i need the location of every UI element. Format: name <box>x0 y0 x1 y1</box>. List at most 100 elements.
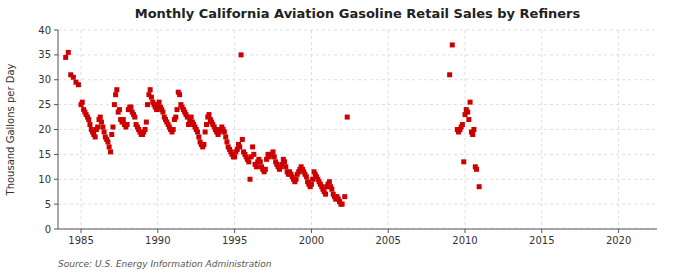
y-tick-label: 40 <box>38 25 51 36</box>
point <box>114 87 119 92</box>
grid-line-x <box>157 30 158 229</box>
point <box>477 184 482 189</box>
point <box>466 117 471 122</box>
grid <box>58 30 657 229</box>
y-tick-label: 35 <box>38 49 51 60</box>
points <box>63 42 481 206</box>
title: Monthly California Aviation Gasoline Ret… <box>135 6 581 21</box>
point <box>160 110 165 115</box>
point <box>471 127 476 132</box>
point <box>148 87 153 92</box>
point <box>95 125 100 130</box>
y-tick <box>54 79 58 80</box>
point <box>175 107 180 112</box>
point <box>224 139 229 144</box>
point <box>447 72 452 77</box>
point <box>177 92 182 97</box>
point <box>99 120 104 125</box>
point <box>112 102 117 107</box>
y-tick <box>54 54 58 55</box>
point <box>465 110 470 115</box>
grid-line-y <box>58 79 657 80</box>
point <box>107 144 112 149</box>
point <box>247 177 252 182</box>
point <box>263 167 268 172</box>
point <box>121 117 126 122</box>
point <box>309 182 314 187</box>
point <box>240 137 245 142</box>
y-tick-label: 20 <box>38 124 51 135</box>
point <box>222 129 227 134</box>
point <box>294 177 299 182</box>
point <box>145 102 150 107</box>
grid-line-y <box>58 179 657 180</box>
y-tick <box>54 30 58 31</box>
point <box>232 154 237 159</box>
point <box>196 134 201 139</box>
grid-line-x <box>465 30 466 229</box>
point <box>132 115 137 120</box>
point <box>254 164 259 169</box>
y-tick-label: 0 <box>45 224 51 235</box>
point <box>109 132 114 137</box>
point <box>342 194 347 199</box>
y-tick-label: 30 <box>38 74 51 85</box>
point <box>239 52 244 57</box>
point <box>450 42 455 47</box>
point <box>206 112 211 117</box>
point <box>258 159 263 164</box>
grid-line-x <box>541 30 542 229</box>
source: Source: U.S. Energy Information Administ… <box>58 259 272 269</box>
point <box>76 82 81 87</box>
point <box>250 144 255 149</box>
point <box>283 164 288 169</box>
x-tick-label: 2015 <box>529 235 554 246</box>
point <box>340 202 345 207</box>
x-tick <box>388 229 389 233</box>
point <box>71 75 76 80</box>
point <box>246 159 251 164</box>
point <box>105 139 110 144</box>
y-tick <box>54 154 58 155</box>
x-tick <box>157 229 158 233</box>
point <box>125 122 130 127</box>
point <box>87 122 92 127</box>
point <box>128 105 133 110</box>
grid-line-y <box>58 129 657 130</box>
point <box>189 115 194 120</box>
point <box>157 100 162 105</box>
x-tick-label: 1990 <box>145 235 170 246</box>
grid-line-y <box>58 30 657 31</box>
point <box>474 167 479 172</box>
point <box>470 132 475 137</box>
y-tick-label: 15 <box>38 149 51 160</box>
point <box>195 129 200 134</box>
x-tick <box>81 229 82 233</box>
x-tick-label: 2000 <box>299 235 324 246</box>
grid-line-y <box>58 54 657 55</box>
point <box>461 159 466 164</box>
y-tick-label: 5 <box>45 199 51 210</box>
x-tick <box>234 229 235 233</box>
point <box>468 100 473 105</box>
x-tick-label: 2005 <box>375 235 400 246</box>
point <box>80 100 85 105</box>
point <box>149 95 154 100</box>
y-tick <box>54 229 58 230</box>
y-tick <box>54 104 58 105</box>
point <box>66 50 71 55</box>
point <box>304 174 309 179</box>
point <box>327 179 332 184</box>
point <box>282 159 287 164</box>
point <box>223 134 228 139</box>
point <box>203 129 208 134</box>
x-tick <box>541 229 542 233</box>
point <box>144 120 149 125</box>
x-tick <box>311 229 312 233</box>
point <box>63 55 68 60</box>
y-tick <box>54 129 58 130</box>
point <box>143 127 148 132</box>
x-tick <box>618 229 619 233</box>
point <box>323 192 328 197</box>
point <box>460 122 465 127</box>
